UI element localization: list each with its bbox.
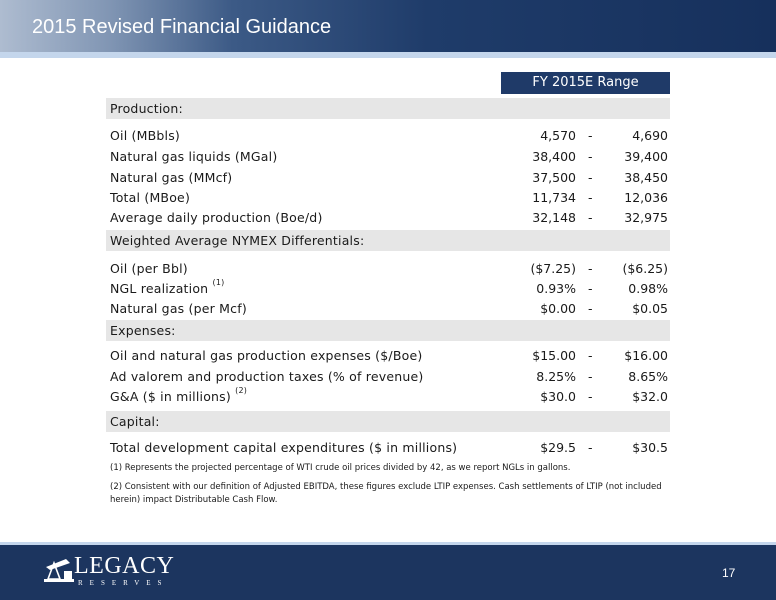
table-row: Oil (per Bbl) ($7.25) - ($6.25) [110,261,670,279]
range-dash: - [588,190,593,205]
row-label: Oil and natural gas production expenses … [110,348,423,363]
range-high: $16.00 [624,348,668,363]
table-row: G&A ($ in millions) (2) $30.0 - $32.0 [110,386,670,407]
range-low: 37,500 [532,170,576,185]
legacy-reserves-logo: LEGACY RESERVES [44,553,174,587]
row-label: Natural gas (per Mcf) [110,301,247,316]
range-high: 38,450 [624,170,668,185]
row-label: Total (MBoe) [110,190,191,205]
range-dash: - [588,348,593,363]
table-row: Natural gas (per Mcf) $0.00 - $0.05 [110,301,670,319]
page-number: 17 [722,566,736,580]
range-dash: - [588,301,593,316]
range-dash: - [588,281,593,296]
range-low: ($7.25) [530,261,576,276]
table-row: Oil and natural gas production expenses … [110,348,670,366]
section-label: Capital: [110,414,160,429]
range-high: 4,690 [632,128,668,143]
footnote-2: (2) Consistent with our definition of Ad… [110,482,662,505]
table-row: Natural gas (MMcf) 37,500 - 38,450 [110,170,670,188]
range-dash: - [588,210,593,225]
range-dash: - [588,440,593,455]
row-label: Average daily production (Boe/d) [110,210,323,225]
logo-subtext: RESERVES [78,579,169,587]
table-row: Natural gas liquids (MGal) 38,400 - 39,4… [110,149,670,167]
range-low: 4,570 [540,128,576,143]
section-label: Production: [110,101,183,116]
range-low: 11,734 [532,190,576,205]
row-label: Ad valorem and production taxes (% of re… [110,369,424,384]
row-label: Oil (per Bbl) [110,261,188,276]
footnote-ref: (2) [235,386,248,395]
range-high: 12,036 [624,190,668,205]
section-capital: Capital: [106,411,670,432]
row-label: G&A ($ in millions) (2) [110,386,248,404]
range-high: 32,975 [624,210,668,225]
row-label: Natural gas liquids (MGal) [110,149,278,164]
header-accent-bar [0,52,776,58]
section-label: Weighted Average NYMEX Differentials: [110,233,365,248]
range-low: $0.00 [540,301,576,316]
row-label: Oil (MBbls) [110,128,180,143]
range-low: 0.93% [536,281,576,296]
range-dash: - [588,389,593,404]
range-high: $30.5 [632,440,668,455]
section-label: Expenses: [110,323,176,338]
table-row: Total (MBoe) 11,734 - 12,036 [110,190,670,208]
section-production: Production: [106,98,670,119]
range-dash: - [588,369,593,384]
range-high: 39,400 [624,149,668,164]
footer-accent-line [0,542,776,545]
table-row: Total development capital expenditures (… [110,440,670,458]
row-label: Total development capital expenditures (… [110,440,458,455]
range-high: $32.0 [632,389,668,404]
range-low: 8.25% [536,369,576,384]
table-row: Oil (MBbls) 4,570 - 4,690 [110,128,670,146]
range-dash: - [588,170,593,185]
range-low: $29.5 [540,440,576,455]
range-low: $15.00 [532,348,576,363]
range-high: 0.98% [628,281,668,296]
range-dash: - [588,261,593,276]
footnote-ref: (1) [212,278,225,287]
slide-title: 2015 Revised Financial Guidance [32,16,332,38]
range-high: 8.65% [628,369,668,384]
range-dash: - [588,128,593,143]
footnote-1: (1) Represents the projected percentage … [110,463,571,473]
range-high: $0.05 [632,301,668,316]
logo-wordmark: LEGACY [74,553,175,579]
row-label: NGL realization (1) [110,278,225,296]
oil-derrick-icon [44,559,74,582]
range-low: 32,148 [532,210,576,225]
slide-header: 2015 Revised Financial Guidance [0,0,776,52]
range-low: 38,400 [532,149,576,164]
range-high: ($6.25) [622,261,668,276]
slide-footer [0,545,776,600]
table-row: Average daily production (Boe/d) 32,148 … [110,210,670,228]
section-expenses: Expenses: [106,320,670,341]
section-differentials: Weighted Average NYMEX Differentials: [106,230,670,251]
range-column-header: FY 2015E Range [501,72,670,94]
table-row: Ad valorem and production taxes (% of re… [110,369,670,387]
range-dash: - [588,149,593,164]
table-row: NGL realization (1) 0.93% - 0.98% [110,278,670,299]
row-label: Natural gas (MMcf) [110,170,233,185]
range-low: $30.0 [540,389,576,404]
